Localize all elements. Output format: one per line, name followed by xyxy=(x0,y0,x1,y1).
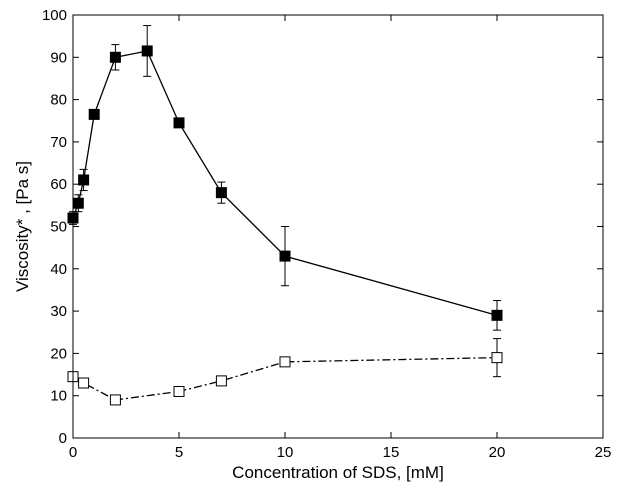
y-tick-label: 20 xyxy=(50,345,67,362)
y-tick-label: 50 xyxy=(50,219,67,236)
data-point-marker xyxy=(215,187,227,199)
axes xyxy=(72,14,604,439)
data-point-marker xyxy=(78,377,90,389)
series-1-line xyxy=(72,50,498,316)
data-point-marker xyxy=(109,51,121,63)
x-tick-label: 5 xyxy=(175,444,183,461)
x-axis-ticks: 0 5 10 15 20 25 xyxy=(69,15,612,461)
data-point-marker xyxy=(491,309,503,321)
data-point-marker xyxy=(215,375,227,387)
data-point-marker xyxy=(173,117,185,129)
plot-frame xyxy=(72,14,604,439)
x-axis-label: Concentration of SDS, [mM] xyxy=(232,463,444,482)
y-tick-label: 0 xyxy=(59,430,67,447)
x-tick-label: 0 xyxy=(69,444,77,461)
series-1 xyxy=(67,25,503,331)
y-axis-label: Viscosity* , [Pa s] xyxy=(13,161,32,292)
y-axis-ticks: 0 10 20 30 40 50 60 70 80 90 100 xyxy=(42,7,603,447)
y-tick-label: 70 xyxy=(50,134,67,151)
x-tick-label: 15 xyxy=(383,444,400,461)
plot-marks xyxy=(67,25,503,406)
y-tick-label: 40 xyxy=(50,261,67,278)
data-point-marker xyxy=(141,45,153,57)
data-point-marker xyxy=(491,352,503,364)
y-tick-label: 30 xyxy=(50,303,67,320)
x-tick-label: 10 xyxy=(277,444,294,461)
data-point-marker xyxy=(72,197,84,209)
y-tick-label: 100 xyxy=(42,7,67,24)
data-point-marker xyxy=(78,174,90,186)
data-point-marker xyxy=(279,356,291,368)
series-2 xyxy=(67,338,503,406)
data-point-marker xyxy=(88,108,100,120)
y-tick-label: 10 xyxy=(50,388,67,405)
x-tick-label: 25 xyxy=(595,444,612,461)
y-tick-label: 60 xyxy=(50,176,67,193)
y-tick-label: 80 xyxy=(50,92,67,109)
data-point-marker xyxy=(173,385,185,397)
x-tick-label: 20 xyxy=(489,444,506,461)
y-tick-label: 90 xyxy=(50,49,67,66)
data-point-marker xyxy=(109,394,121,406)
data-point-marker xyxy=(279,250,291,262)
